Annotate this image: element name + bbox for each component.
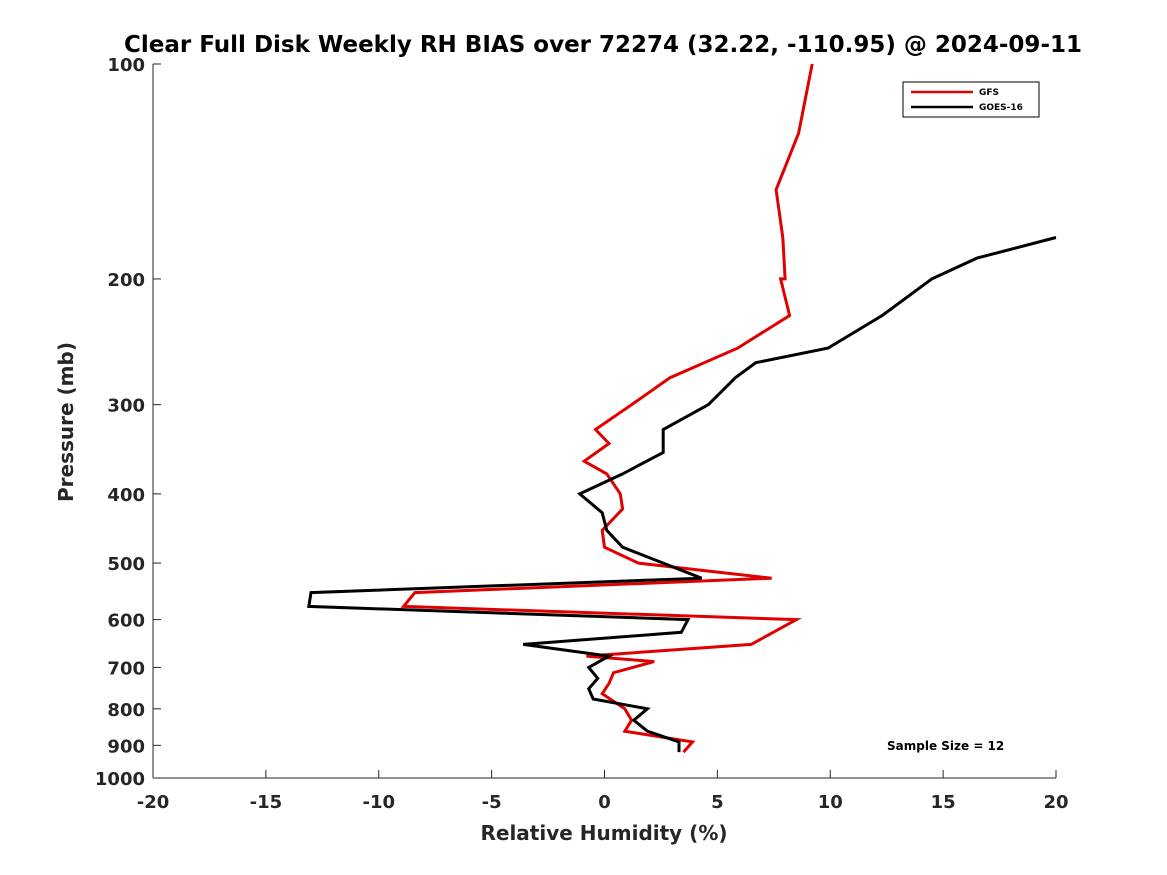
tick-marks: -20 -15 -10 -5 0 5 10 15 20 100 200 300 400 500 600 700… [95,55,1069,813]
legend: GFS GOES-16 [902,81,1040,118]
y-axis-label: Pressure (mb) [54,342,78,502]
data-series [307,63,1057,754]
x-tick-label: 5 [711,792,724,813]
y-tick-label: 600 [107,611,145,632]
chart-title: Clear Full Disk Weekly RH BIAS over 7227… [124,32,1082,58]
y-tick-label: 300 [107,396,145,417]
y-tick-label: 100 [107,55,145,76]
x-tick-label: 0 [598,792,611,813]
y-tick-label: 200 [107,270,145,291]
x-tick-label: 15 [931,792,956,813]
y-tick-label: 400 [107,485,145,506]
series-line-goes16 [307,236,1057,753]
y-tick-label: 700 [107,658,145,679]
x-axis-label: Relative Humidity (%) [480,821,727,845]
series-line-gfs [400,63,814,754]
y-tick-label: 500 [107,554,145,575]
x-tick-label: 10 [818,792,843,813]
sample-size-annotation: Sample Size = 12 [887,739,1004,753]
x-tick-label: -5 [482,792,502,813]
x-tick-label: 20 [1043,792,1068,813]
x-tick-label: -15 [250,792,283,813]
y-tick-label: 800 [107,700,145,721]
x-tick-label: -20 [137,792,170,813]
legend-label-gfs: GFS [979,88,999,98]
legend-box [902,81,1040,118]
y-tick-label: 900 [107,736,145,757]
legend-label-goes16: GOES-16 [979,103,1023,113]
x-tick-label: -10 [362,792,395,813]
y-tick-label: 1000 [95,769,145,790]
